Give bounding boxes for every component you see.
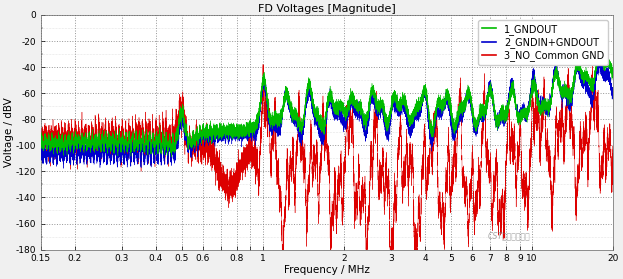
2_GNDIN+GNDOUT	[550, 74, 558, 78]
Title: FD Voltages [Magnitude]: FD Voltages [Magnitude]	[258, 4, 396, 14]
1_GNDOUT	[597, 45, 604, 48]
2_GNDIN+GNDOUT	[602, 73, 609, 76]
Line: 3_NO_Common GND: 3_NO_Common GND	[41, 64, 613, 250]
1_GNDOUT	[550, 76, 558, 79]
2_GNDIN+GNDOUT	[535, 100, 542, 103]
2_GNDIN+GNDOUT	[295, 127, 302, 130]
Line: 2_GNDIN+GNDOUT: 2_GNDIN+GNDOUT	[41, 56, 613, 168]
1_GNDOUT	[295, 116, 302, 120]
3_NO_Common GND	[550, 178, 558, 181]
1_GNDOUT	[609, 73, 617, 76]
2_GNDIN+GNDOUT	[60, 167, 67, 170]
2_GNDIN+GNDOUT	[402, 112, 410, 116]
3_NO_Common GND	[609, 157, 617, 160]
Text: CST仿真专家之路: CST仿真专家之路	[487, 231, 530, 240]
2_GNDIN+GNDOUT	[608, 88, 616, 92]
2_GNDIN+GNDOUT	[609, 89, 617, 92]
1_GNDOUT	[602, 66, 609, 69]
Line: 1_GNDOUT: 1_GNDOUT	[41, 46, 613, 157]
1_GNDOUT	[402, 104, 410, 107]
Legend: 1_GNDOUT, 2_GNDIN+GNDOUT, 3_NO_Common GND: 1_GNDOUT, 2_GNDIN+GNDOUT, 3_NO_Common GN…	[478, 20, 608, 65]
2_GNDIN+GNDOUT	[594, 54, 602, 58]
1_GNDOUT	[37, 135, 45, 139]
3_NO_Common GND	[608, 187, 616, 191]
1_GNDOUT	[535, 100, 542, 104]
3_NO_Common GND	[259, 62, 267, 66]
2_GNDIN+GNDOUT	[37, 143, 45, 147]
X-axis label: Frequency / MHz: Frequency / MHz	[284, 265, 370, 275]
1_GNDOUT	[168, 155, 175, 159]
3_NO_Common GND	[602, 167, 609, 170]
Y-axis label: Voltage / dBV: Voltage / dBV	[4, 97, 14, 167]
1_GNDOUT	[608, 63, 616, 67]
3_NO_Common GND	[278, 248, 286, 251]
3_NO_Common GND	[37, 136, 45, 140]
3_NO_Common GND	[402, 149, 410, 153]
3_NO_Common GND	[295, 124, 302, 127]
3_NO_Common GND	[535, 96, 542, 100]
